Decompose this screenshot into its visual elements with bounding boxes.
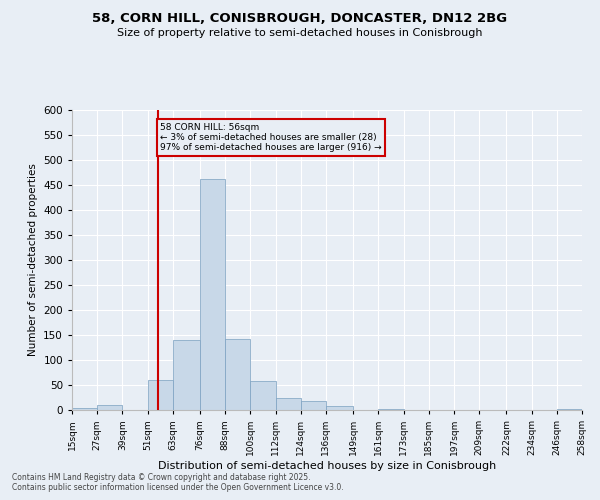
Bar (225, 339, 250, 410)
Bar (72, 408, 97, 410)
Bar (557, 409, 582, 410)
Bar (379, 408, 404, 410)
Text: 58, CORN HILL, CONISBROUGH, DONCASTER, DN12 2BG: 58, CORN HILL, CONISBROUGH, DONCASTER, D… (92, 12, 508, 26)
Text: Contains HM Land Registry data © Crown copyright and database right 2025.
Contai: Contains HM Land Registry data © Crown c… (12, 473, 344, 492)
Text: 58 CORN HILL: 56sqm
← 3% of semi-detached houses are smaller (28)
97% of semi-de: 58 CORN HILL: 56sqm ← 3% of semi-detache… (160, 122, 382, 152)
Bar (250, 381, 275, 410)
Bar (301, 401, 326, 410)
Bar (148, 380, 173, 410)
Y-axis label: Number of semi-detached properties: Number of semi-detached properties (28, 164, 38, 356)
Bar (173, 340, 200, 410)
Text: Size of property relative to semi-detached houses in Conisbrough: Size of property relative to semi-detach… (117, 28, 483, 38)
Bar (200, 178, 225, 410)
Bar (97, 405, 122, 410)
X-axis label: Distribution of semi-detached houses by size in Conisbrough: Distribution of semi-detached houses by … (158, 461, 496, 471)
Bar (326, 406, 353, 410)
Bar (275, 398, 301, 410)
